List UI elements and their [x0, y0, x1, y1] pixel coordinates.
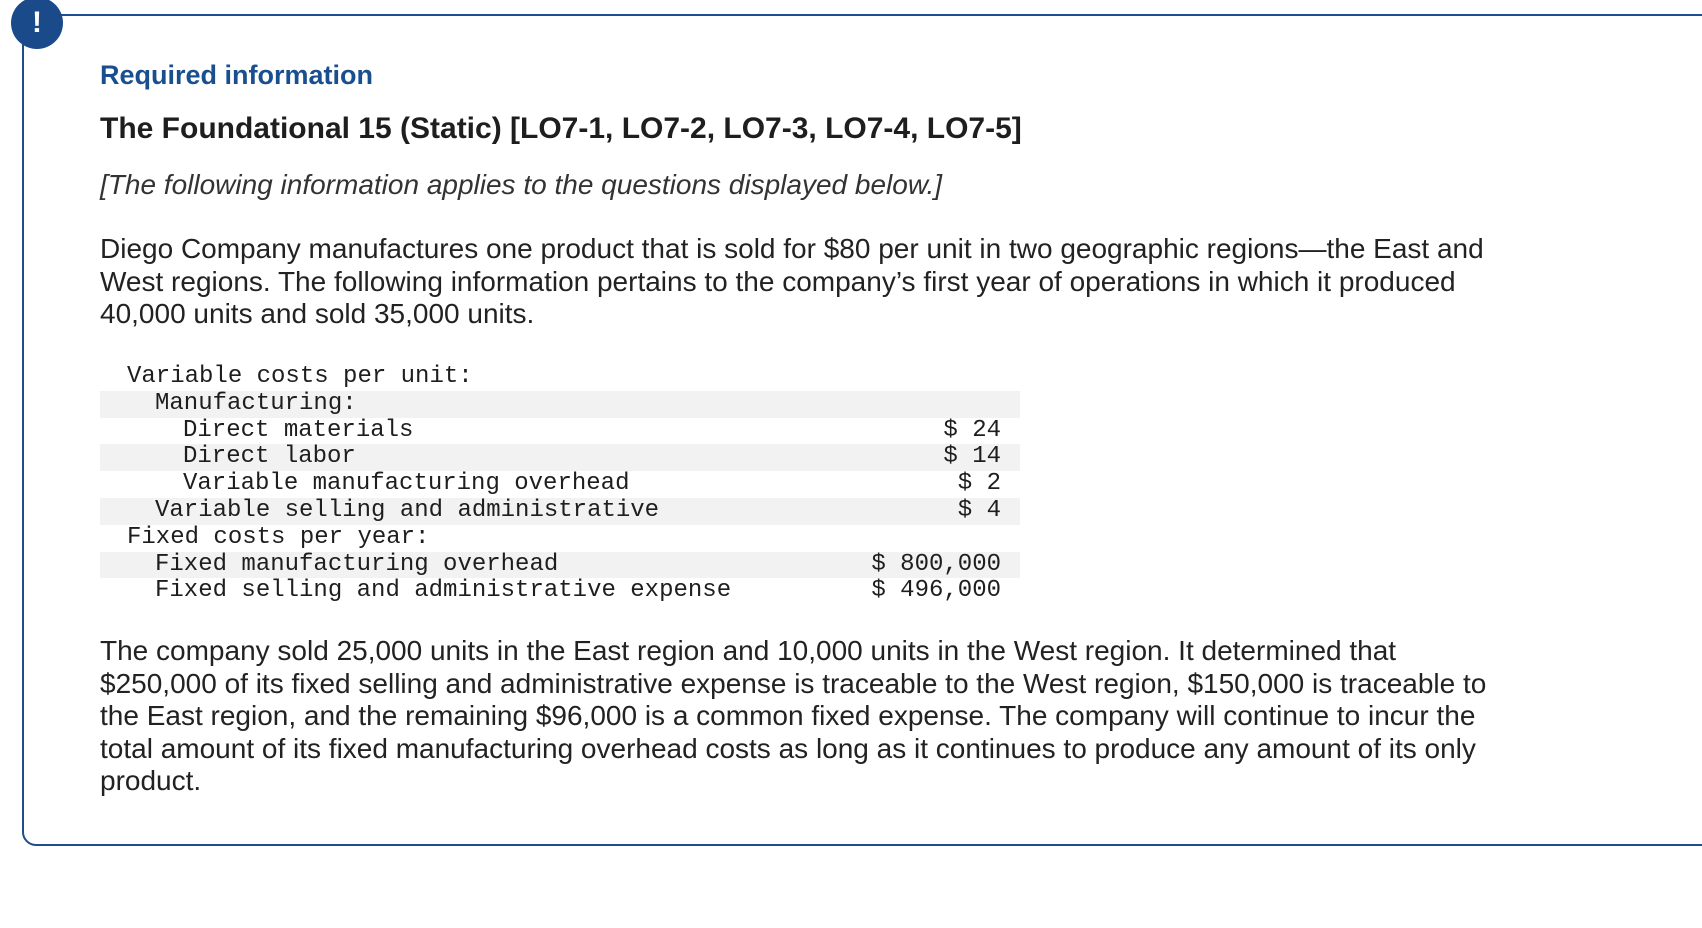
alert-icon: !: [11, 0, 63, 49]
row-label: Variable manufacturing overhead: [183, 470, 630, 498]
table-row: Fixed selling and administrative expense…: [100, 578, 1020, 605]
row-label: Variable selling and administrative: [155, 496, 660, 524]
intro-paragraph: Diego Company manufactures one product t…: [100, 233, 1484, 329]
row-value: $ 496,000: [871, 577, 1001, 605]
row-label: Direct materials: [183, 416, 414, 444]
row-value: $ 2: [957, 470, 1001, 498]
row-value: $ 4: [957, 496, 1001, 524]
table-row: Manufacturing:: [100, 389, 1020, 418]
cost-table: Variable costs per unit: Manufacturing: …: [100, 363, 1020, 605]
table-row: Variable manufacturing overhead $ 2: [100, 470, 1020, 498]
instruction-note: [The following information applies to th…: [100, 169, 943, 200]
row-value: $ 800,000: [871, 550, 1001, 578]
row-value: $ 24: [943, 416, 1001, 444]
row-value: $ 14: [943, 443, 1001, 471]
table-row: Variable costs per unit:: [100, 363, 1020, 391]
info-card: [22, 14, 1702, 846]
problem-title: The Foundational 15 (Static) [LO7-1, LO7…: [100, 112, 1022, 145]
table-row: Fixed costs per year:: [100, 523, 1020, 552]
closing-paragraph: The company sold 25,000 units in the Eas…: [100, 635, 1487, 796]
table-row: Fixed manufacturing overhead $ 800,000: [100, 550, 1020, 579]
table-row: Direct materials $ 24: [100, 416, 1020, 445]
table-row: Variable selling and administrative $ 4: [100, 496, 1020, 525]
table-row: Direct labor $ 14: [100, 443, 1020, 472]
row-label: Direct labor: [183, 443, 356, 471]
row-label: Variable costs per unit:: [127, 363, 473, 390]
required-heading: Required information: [100, 60, 374, 90]
row-label: Fixed selling and administrative expense: [155, 577, 732, 605]
row-label: Fixed costs per year:: [127, 523, 430, 551]
row-label: Fixed manufacturing overhead: [155, 550, 559, 578]
row-label: Manufacturing:: [155, 389, 357, 417]
